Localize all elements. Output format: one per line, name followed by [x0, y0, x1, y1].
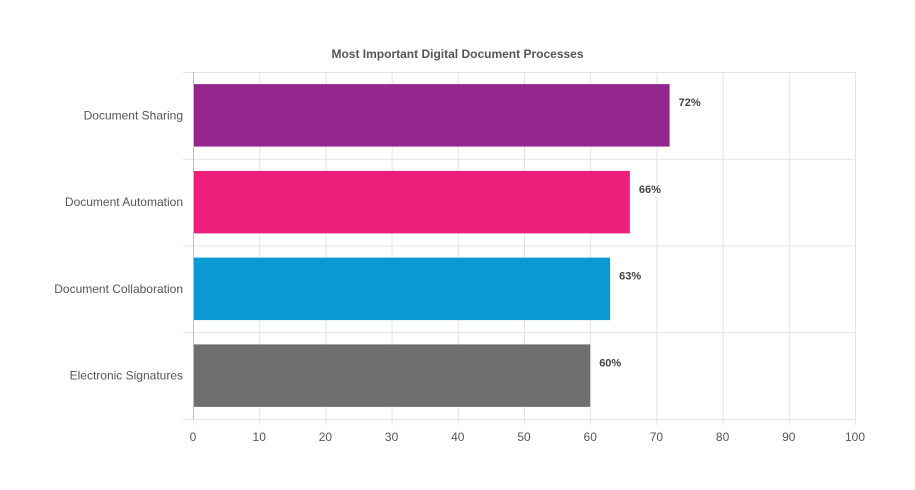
- data-labels: 72% 66% 63% 60%: [599, 97, 701, 369]
- grid-lines: [183, 72, 856, 425]
- x-tick-label: 80: [716, 430, 730, 444]
- bar-document-automation: [194, 170, 630, 234]
- x-tick-label: 90: [782, 430, 796, 444]
- bars: [194, 84, 670, 407]
- data-label: 63%: [619, 271, 641, 283]
- category-label: Document Sharing: [84, 108, 183, 122]
- x-tick-label: 0: [190, 430, 197, 444]
- data-label: 60%: [599, 357, 621, 369]
- x-tick-label: 60: [584, 430, 598, 444]
- x-tick-label: 40: [451, 430, 465, 444]
- bar-electronic-signatures: [194, 344, 591, 407]
- data-label: 66%: [639, 184, 661, 196]
- x-tick-label: 70: [650, 430, 664, 444]
- category-labels: Document Sharing Document Automation Docum…: [54, 108, 183, 382]
- x-tick-label: 10: [253, 430, 267, 444]
- x-tick-label: 100: [845, 430, 865, 444]
- data-label: 72%: [679, 97, 701, 109]
- chart-title: Most Important Digital Document Processe…: [331, 47, 584, 61]
- bar-document-collaboration: [194, 257, 611, 321]
- category-label: Electronic Signatures: [70, 369, 183, 383]
- x-tick-label: 20: [319, 430, 333, 444]
- bar-document-sharing: [194, 84, 670, 147]
- x-tick-label: 30: [385, 430, 399, 444]
- category-label: Document Automation: [65, 195, 183, 209]
- x-tick-label: 50: [517, 430, 531, 444]
- x-axis: 0 10 20 30 40 50 60 70 80 90 100: [190, 72, 865, 444]
- category-label: Document Collaboration: [54, 282, 183, 296]
